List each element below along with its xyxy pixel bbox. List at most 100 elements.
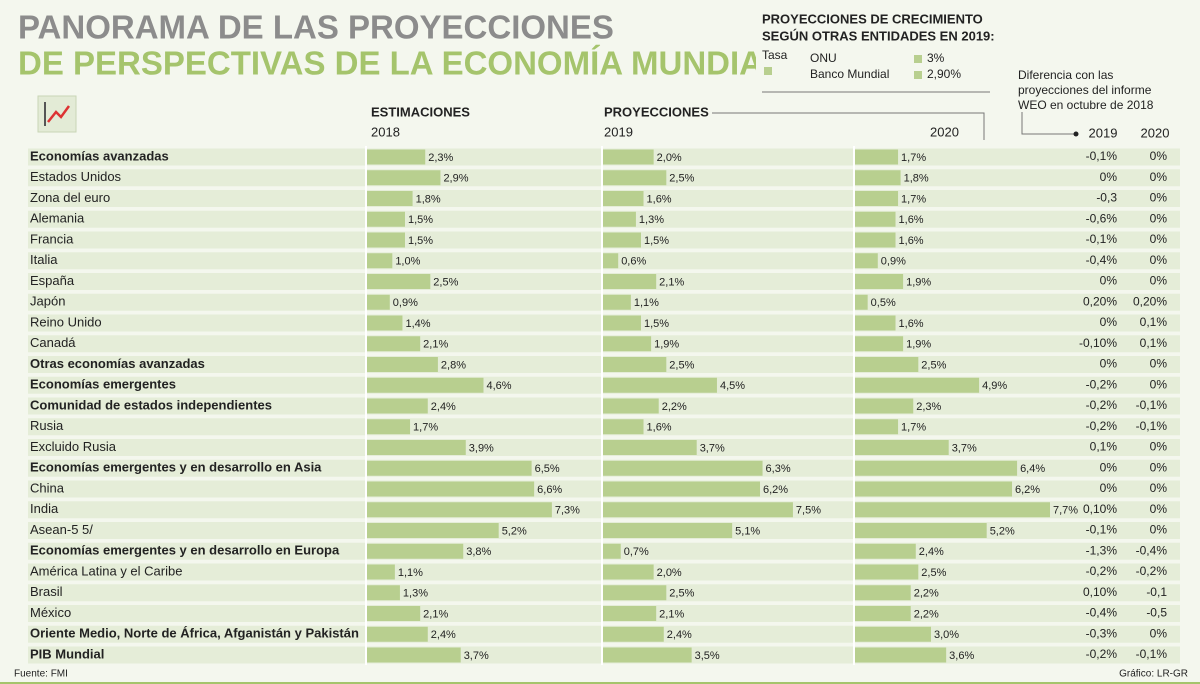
icon <box>37 95 77 133</box>
bar <box>603 626 664 642</box>
source: Fuente: FMI <box>14 669 68 680</box>
value-label: 2,2% <box>914 608 939 620</box>
diff-value: -0,1 <box>1146 585 1167 599</box>
row-label: Japón <box>30 294 65 309</box>
bar <box>855 232 896 248</box>
value-label: 1,5% <box>644 318 669 330</box>
diff-value: -1,3% <box>1086 543 1118 557</box>
diff-value: -0,2% <box>1086 398 1118 412</box>
bar <box>603 543 621 559</box>
diff-title: WEO en octubre de 2018 <box>1018 98 1154 112</box>
bar <box>855 564 919 580</box>
row-label: América Latina y el Caribe <box>30 563 182 578</box>
bar <box>603 647 692 663</box>
value-label: 2,9% <box>443 173 468 185</box>
bar <box>855 149 899 165</box>
value-label: 0,5% <box>871 297 896 309</box>
value-label: 2,5% <box>669 173 694 185</box>
diff-column: 2020 <box>1141 125 1170 140</box>
bar <box>367 585 400 601</box>
value-label: 0,7% <box>624 546 649 558</box>
diff-value: -0,4% <box>1086 606 1118 620</box>
bar <box>855 170 901 186</box>
value-label: 1,4% <box>405 318 430 330</box>
diff-value: -0,1% <box>1086 232 1118 246</box>
value-label: 1,6% <box>647 422 672 434</box>
value-label: 6,4% <box>1020 463 1045 475</box>
diff-value: 0% <box>1150 253 1168 267</box>
diff-value: 0,1% <box>1090 440 1118 454</box>
value-label: 2,1% <box>659 608 684 620</box>
value-label: 1,0% <box>395 256 420 268</box>
diff-title: Diferencia con las <box>1018 68 1113 82</box>
diff-value: 0,1% <box>1140 336 1168 350</box>
value-label: 2,4% <box>431 401 456 413</box>
value-label: 1,9% <box>906 339 931 351</box>
diff-value: -0,5 <box>1146 606 1167 620</box>
side-note: PROYECCIONES DE CRECIMIENTO SEGÚN OTRAS … <box>756 8 996 93</box>
legend-swatch <box>914 55 922 63</box>
value-label: 7,7% <box>1053 505 1078 517</box>
row-label: Otras economías avanzadas <box>30 356 205 371</box>
value-label: 0,9% <box>393 297 418 309</box>
group-label: PROYECCIONES <box>604 104 709 119</box>
bar <box>855 481 1013 497</box>
value-label: 2,5% <box>433 276 458 288</box>
value-label: 1,1% <box>398 567 423 579</box>
bar <box>367 502 552 518</box>
bar <box>367 398 428 414</box>
diff-value: 0% <box>1150 523 1168 537</box>
value-label: 1,8% <box>904 173 929 185</box>
value-label: 2,4% <box>919 546 944 558</box>
bar <box>855 647 947 663</box>
value-label: 6,3% <box>766 463 791 475</box>
bar <box>367 523 499 538</box>
bar <box>603 564 654 580</box>
legend-swatch <box>764 67 772 75</box>
value-label: 2,0% <box>657 567 682 579</box>
bar <box>367 211 405 227</box>
diff-value: 0% <box>1150 170 1168 184</box>
diff-value: 0% <box>1150 149 1168 163</box>
row-label: Asean-5 5/ <box>30 522 93 537</box>
value-label: 1,6% <box>899 318 924 330</box>
row-label: Economías emergentes y en desarrollo en … <box>30 460 322 475</box>
bar <box>367 377 484 393</box>
value-label: 1,6% <box>899 235 924 247</box>
diff-value: -0,4% <box>1086 253 1118 267</box>
row-label: Rusia <box>30 418 64 433</box>
value-label: 3,8% <box>466 546 491 558</box>
bar <box>603 523 733 538</box>
bar <box>603 149 654 165</box>
value-label: 2,3% <box>428 152 453 164</box>
bar <box>855 253 878 269</box>
diff-value: -0,2% <box>1086 419 1118 433</box>
diff-value: 0,20% <box>1083 294 1117 308</box>
diff-value: -0,2% <box>1086 377 1118 391</box>
diff-value: -0,2% <box>1136 564 1168 578</box>
row-label: Excluido Rusia <box>30 439 117 454</box>
value-label: 5,2% <box>502 525 527 537</box>
value-label: 2,0% <box>657 152 682 164</box>
row-label: Estados Unidos <box>30 169 122 184</box>
bar <box>367 149 426 165</box>
diff-dot <box>1073 131 1079 137</box>
title: PANORAMA DE LAS PROYECCIONES <box>18 9 614 46</box>
bar <box>367 232 405 248</box>
value-label: 1,6% <box>899 214 924 226</box>
bar <box>603 191 644 206</box>
diff-value: -0,10% <box>1079 336 1117 350</box>
bar <box>603 606 657 621</box>
diff-value: -0,6% <box>1086 211 1118 225</box>
diff-value: 0,20% <box>1133 294 1167 308</box>
row-label: Reino Unido <box>30 314 102 329</box>
bar <box>855 398 914 414</box>
value-label: 2,5% <box>921 359 946 371</box>
bar <box>603 481 761 497</box>
value-label: 1,5% <box>644 235 669 247</box>
diff-value: 0,1% <box>1140 315 1168 329</box>
year-label: 2019 <box>604 124 633 139</box>
row-label: Italia <box>30 252 58 267</box>
legend-swatch <box>914 71 922 79</box>
